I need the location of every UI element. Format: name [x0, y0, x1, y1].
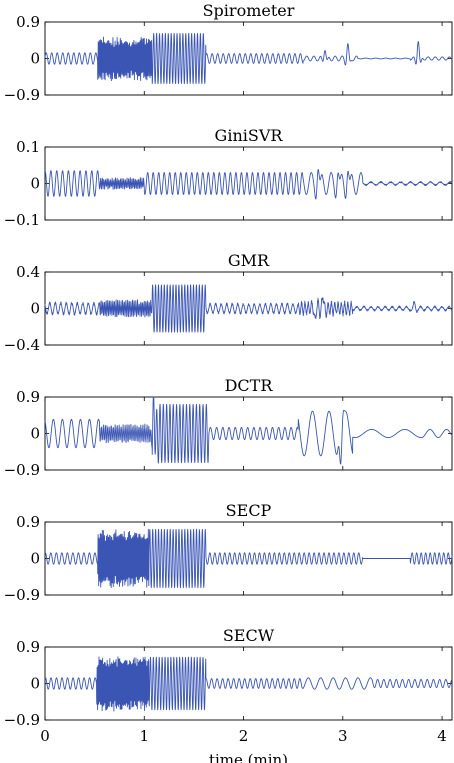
- y-tick-label: 0.9: [16, 638, 40, 656]
- x-tick-label: 1: [139, 727, 149, 745]
- y-tick-label: 0.4: [16, 263, 40, 281]
- panel-secw: SECW 0.9 0 −0.9: [4, 626, 453, 729]
- y-tick-label: −0.4: [4, 336, 40, 354]
- signal-trace: [44, 32, 453, 85]
- signal-trace: [44, 396, 453, 465]
- panel-ginisvr: GiniSVR 0.1 0 −0.1: [4, 126, 453, 229]
- x-tick-label: 0: [40, 727, 50, 745]
- panel-title: GMR: [228, 251, 270, 270]
- panel-gmr: GMR 0.4 0 −0.4: [4, 251, 453, 354]
- panel-title: SECW: [223, 626, 275, 645]
- panel-title: SECP: [226, 501, 272, 520]
- y-tick-label: −0.9: [4, 86, 40, 104]
- y-tick-label: 0: [30, 300, 40, 318]
- y-tick-label: 0.9: [16, 388, 40, 406]
- y-tick-label: 0: [30, 550, 40, 568]
- x-tick-label: 3: [338, 727, 348, 745]
- panel-spirometer: Spirometer 0.9 0 −0.9: [4, 1, 453, 104]
- y-tick-label: 0.9: [16, 13, 40, 31]
- y-tick-label: 0.9: [16, 513, 40, 531]
- y-tick-label: −0.1: [4, 211, 40, 229]
- panel-title: Spirometer: [203, 1, 295, 20]
- y-tick-label: 0: [30, 675, 40, 693]
- panel-dctr: DCTR 0.9 0 −0.9: [4, 376, 453, 479]
- x-axis: 0 1 2 3 4 time (min): [40, 727, 447, 763]
- panel-title: DCTR: [225, 376, 274, 395]
- signal-trace: [44, 284, 453, 333]
- panel-title: GiniSVR: [215, 126, 284, 145]
- signal-trace: [44, 169, 453, 200]
- y-tick-label: 0: [30, 425, 40, 443]
- signal-trace: [44, 656, 453, 712]
- x-tick-label: 2: [239, 727, 249, 745]
- panel-secp: SECP 0.9 0 −0.9: [4, 501, 453, 604]
- signal-trace: [44, 528, 453, 589]
- panels-group: Spirometer 0.9 0 −0.9 GiniSVR 0.1 0 −0.1 GMR 0.4 0…: [4, 1, 453, 729]
- y-tick-label: 0: [30, 50, 40, 68]
- x-tick-label: 4: [437, 727, 447, 745]
- x-axis-label: time (min): [209, 751, 288, 763]
- y-tick-label: −0.9: [4, 711, 40, 729]
- y-tick-label: 0: [30, 175, 40, 193]
- y-tick-label: 0.1: [16, 138, 40, 156]
- y-tick-label: −0.9: [4, 586, 40, 604]
- y-tick-label: −0.9: [4, 461, 40, 479]
